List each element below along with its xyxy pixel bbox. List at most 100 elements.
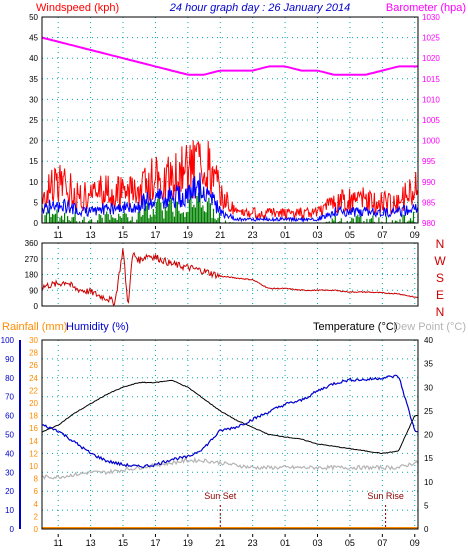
humidity-tick-label: 30 <box>5 468 14 477</box>
y2-tick-label: 1005 <box>422 116 440 125</box>
temperature-tick-label: 0 <box>424 525 429 534</box>
sun-marker-label: Sun Set <box>204 491 237 501</box>
x-tick-label: 05 <box>345 230 355 240</box>
x-tick-label: 07 <box>377 230 387 240</box>
y2-tick-label: 1025 <box>422 34 440 43</box>
rainfall-tick-label: 4 <box>34 500 39 509</box>
x-tick-label: 05 <box>345 538 355 548</box>
y2-tick-label: 1000 <box>422 137 440 146</box>
y2-tick-label: 1010 <box>422 95 440 104</box>
temperature-line <box>41 379 418 455</box>
rainfall-tick-label: 2 <box>34 512 39 521</box>
humidity-tick-label: 60 <box>5 412 14 421</box>
x-tick-label: 13 <box>86 538 96 548</box>
temperature-tick-label: 25 <box>424 407 433 416</box>
wind-average-line <box>41 172 419 223</box>
rainfall-tick-label: 22 <box>29 386 38 395</box>
x-tick-label: 21 <box>215 230 225 240</box>
x-tick-label: 23 <box>248 230 258 240</box>
dewpoint-line <box>41 456 419 481</box>
rainfall-tick-label: 24 <box>29 374 38 383</box>
y-tick-label: 30 <box>29 95 38 104</box>
y-tick-label: 25 <box>29 116 38 125</box>
humidity-tick-label: 40 <box>5 449 14 458</box>
x-tick-label: 07 <box>377 538 387 548</box>
x-tick-label: 13 <box>86 230 96 240</box>
barometer-label: Barometer (hpa) <box>386 2 466 14</box>
dewpoint-label: Dew Point (°C) <box>393 321 466 333</box>
wind-direction-line <box>41 248 419 306</box>
y-tick-label: 180 <box>25 271 39 280</box>
rainfall-tick-label: 10 <box>29 462 38 471</box>
y-tick-label: 45 <box>29 34 38 43</box>
temperature-tick-label: 10 <box>424 478 433 487</box>
humidity-tick-label: 20 <box>5 487 14 496</box>
x-tick-label: 21 <box>215 538 225 548</box>
temperature-tick-label: 40 <box>424 336 433 345</box>
y2-tick-label: 995 <box>422 157 436 166</box>
humidity-tick-label: 0 <box>10 525 15 534</box>
y2-tick-label: 990 <box>422 178 436 187</box>
x-tick-label: 01 <box>280 538 290 548</box>
plot-frame <box>41 339 419 530</box>
humidity-tick-label: 80 <box>5 374 14 383</box>
temperature-tick-label: 5 <box>424 501 429 510</box>
rainfall-tick-label: 28 <box>29 349 38 358</box>
direction-label: E <box>436 288 444 302</box>
humidity-tick-label: 90 <box>5 355 14 364</box>
temperature-tick-label: 15 <box>424 454 433 463</box>
x-tick-label: 19 <box>183 230 193 240</box>
x-tick-label: 15 <box>118 230 128 240</box>
x-tick-label: 15 <box>118 538 128 548</box>
y2-tick-label: 1015 <box>422 75 440 84</box>
y-tick-label: 270 <box>25 255 39 264</box>
humidity-tick-label: 70 <box>5 393 14 402</box>
humidity-line <box>41 374 418 469</box>
x-tick-label: 19 <box>183 538 193 548</box>
x-tick-label: 23 <box>248 538 258 548</box>
wind-gust-line <box>41 140 419 221</box>
direction-label: N <box>436 237 445 251</box>
rainfall-tick-label: 6 <box>34 487 39 496</box>
plot-frame <box>41 16 419 224</box>
x-tick-label: 17 <box>150 230 160 240</box>
y-tick-label: 20 <box>29 137 38 146</box>
rainfall-tick-label: 0 <box>34 525 39 534</box>
humidity-tick-label: 10 <box>5 506 14 515</box>
barometer-line <box>41 36 418 76</box>
x-tick-label: 17 <box>150 538 160 548</box>
y-tick-label: 360 <box>25 239 39 248</box>
y-tick-label: 40 <box>29 54 38 63</box>
x-tick-label: 09 <box>410 538 420 548</box>
y2-tick-label: 985 <box>422 198 436 207</box>
humidity-temperature-panel: 0102030405060708090100024681012141618202… <box>1 336 434 548</box>
rainfall-tick-label: 16 <box>29 424 38 433</box>
rainfall-tick-label: 26 <box>29 361 38 370</box>
y-tick-label: 50 <box>29 13 38 22</box>
rainfall-tick-label: 20 <box>29 399 38 408</box>
temperature-tick-label: 20 <box>424 431 433 440</box>
graph-title: 24 hour graph day : 26 January 2014 <box>169 2 350 14</box>
direction-label: S <box>436 271 444 285</box>
rainfall-tick-label: 14 <box>29 437 38 446</box>
rainfall-tick-label: 8 <box>34 475 39 484</box>
rainfall-tick-label: 30 <box>29 336 38 345</box>
y2-tick-label: 1020 <box>422 54 440 63</box>
y-tick-label: 15 <box>29 157 38 166</box>
y2-tick-label: 1030 <box>422 13 440 22</box>
direction-label: W <box>434 254 446 268</box>
rainfall-label: Rainfall (mm) <box>2 321 67 333</box>
y2-tick-label: 980 <box>422 219 436 228</box>
wind-barometer-panel: 0510152025303540455098098599099510001005… <box>29 13 440 240</box>
x-tick-label: 03 <box>313 538 323 548</box>
temperature-tick-label: 30 <box>424 383 433 392</box>
y-tick-label: 0 <box>34 302 39 311</box>
humidity-tick-label: 100 <box>1 336 15 345</box>
plot-frame <box>41 242 419 307</box>
rainfall-tick-label: 18 <box>29 412 38 421</box>
y-tick-label: 90 <box>29 286 38 295</box>
temperature-tick-label: 35 <box>424 360 433 369</box>
windspeed-label: Windspeed (kph) <box>36 2 119 14</box>
